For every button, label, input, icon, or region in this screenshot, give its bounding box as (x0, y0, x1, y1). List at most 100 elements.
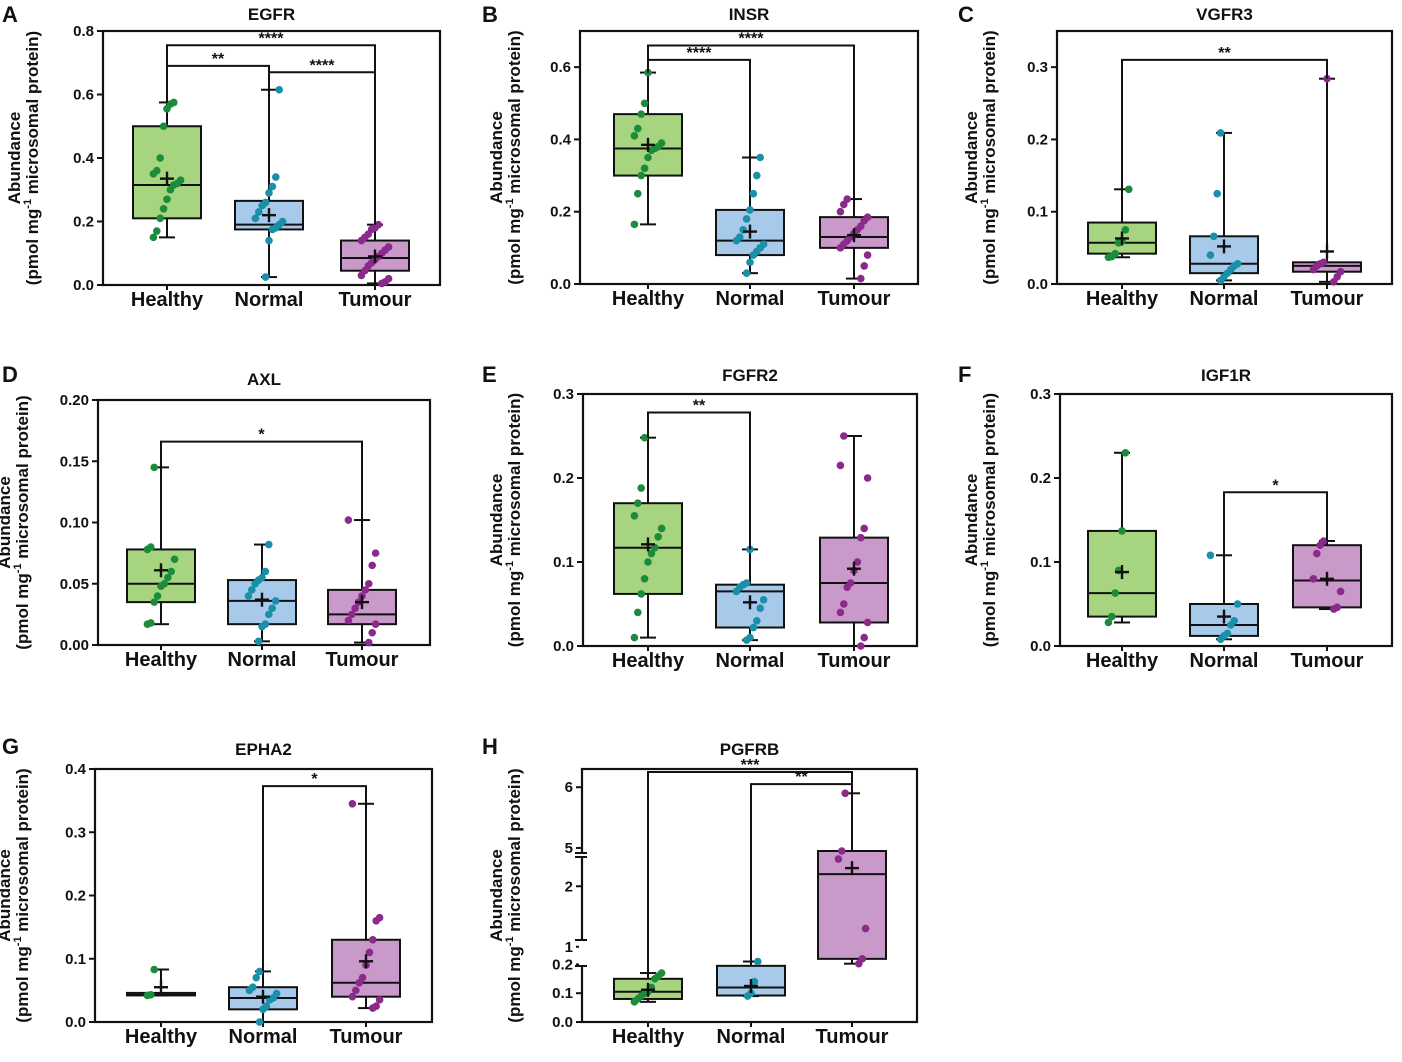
x-tick-label: Normal (229, 1026, 298, 1048)
x-tick-label: Tumour (339, 289, 412, 311)
data-point (265, 540, 273, 549)
box-tumour (1292, 74, 1362, 286)
y-tick-label: 0.2 (550, 204, 571, 221)
significance-label: **** (687, 45, 713, 62)
data-point (159, 205, 168, 213)
data-point (644, 558, 652, 566)
y-tick-label: 6 (565, 779, 573, 796)
data-point (637, 171, 645, 180)
data-point (637, 110, 645, 118)
data-point (746, 258, 754, 267)
y-tick-label: 0.0 (552, 1014, 573, 1031)
x-tick-label: Tumour (816, 1026, 889, 1048)
panel-letter: A (2, 2, 18, 27)
box-tumour (1292, 537, 1362, 613)
y-axis-title-unit-pre: (pmol mg (505, 571, 524, 648)
data-point (637, 484, 645, 492)
data-point (371, 549, 380, 557)
data-point (261, 567, 270, 576)
data-point (150, 463, 158, 472)
data-point (344, 516, 353, 524)
data-point (374, 220, 383, 229)
data-point (156, 154, 164, 162)
y-axis-title-unit: (pmol mg-1 microsomal protein) (979, 30, 999, 284)
data-point (1206, 551, 1215, 560)
y-axis-title-unit: (pmol mg-1 microsomal protein) (12, 768, 32, 1022)
box-tumour (817, 789, 887, 968)
box-healthy (613, 68, 683, 229)
data-point (262, 1002, 271, 1010)
y-tick-label: 0.2 (65, 888, 86, 905)
data-point (843, 195, 851, 203)
x-tick-label: Healthy (125, 649, 198, 671)
box-tumour (331, 799, 401, 1012)
significance-label: **** (259, 30, 285, 47)
box-healthy (1087, 449, 1157, 627)
data-point (164, 573, 172, 582)
y-axis-title-unit-post: microsomal protein) (23, 31, 42, 199)
data-point (1313, 549, 1321, 558)
x-tick-label: Tumour (1291, 288, 1364, 310)
y-tick-label: 0.0 (65, 1014, 86, 1031)
data-point (863, 618, 872, 627)
data-point (160, 579, 169, 588)
data-point (840, 432, 848, 440)
bracket-line (647, 58, 751, 158)
data-point (258, 573, 266, 582)
x-tick-label: Healthy (612, 1026, 685, 1048)
data-point (261, 620, 270, 628)
y-axis-title-unit-pre: (pmol mg (505, 208, 524, 285)
y-axis-title-superscript: -1 (504, 198, 516, 208)
axis-break (579, 853, 585, 856)
y-tick-label: 1 (565, 939, 573, 956)
y-axis-title-unit: (pmol mg-1 microsomal protein) (22, 31, 42, 285)
y-axis-title-unit-post: microsomal protein) (980, 30, 999, 198)
data-point (630, 512, 639, 520)
panel-letter: B (482, 2, 498, 27)
data-point (278, 217, 287, 226)
y-axis-title: Abundance (0, 849, 14, 942)
data-point (275, 85, 284, 94)
y-tick-label: 0.05 (60, 576, 89, 593)
data-point (746, 633, 754, 642)
data-point (860, 262, 868, 270)
bracket-line (160, 440, 363, 521)
box-healthy (613, 969, 683, 1006)
data-point (756, 153, 764, 162)
y-axis-title-unit: (pmol mg-1 microsomal protein) (504, 30, 524, 284)
box-healthy (126, 463, 196, 628)
y-axis-title-unit: (pmol mg-1 microsomal protein) (12, 395, 32, 649)
significance-label: **** (739, 30, 765, 47)
data-point (384, 243, 393, 251)
data-point (657, 139, 666, 147)
data-point (368, 628, 377, 637)
data-point (742, 215, 751, 223)
box-tumour (819, 432, 889, 650)
data-point (1223, 629, 1232, 638)
data-point (351, 604, 360, 613)
box-iqr (1087, 221, 1157, 255)
y-tick-label: 0.2 (1027, 131, 1048, 148)
data-point (1210, 232, 1218, 241)
box-healthy (1087, 185, 1157, 262)
data-point (268, 604, 277, 613)
data-point (265, 610, 273, 619)
data-point (846, 579, 855, 587)
data-point (853, 558, 862, 566)
data-point (1336, 267, 1345, 276)
y-tick-label: 0.1 (553, 554, 574, 571)
data-point (149, 233, 158, 242)
significance-bracket: ** (647, 397, 751, 550)
data-point (365, 579, 373, 588)
y-tick-label: 0.2 (73, 214, 94, 231)
axis-break (579, 940, 585, 966)
y-axis-title-unit: (pmol mg-1 microsomal protein) (504, 393, 524, 647)
data-point (1108, 612, 1116, 621)
y-tick-label: 0.8 (73, 23, 94, 40)
data-point (371, 620, 380, 628)
data-point (640, 164, 649, 173)
